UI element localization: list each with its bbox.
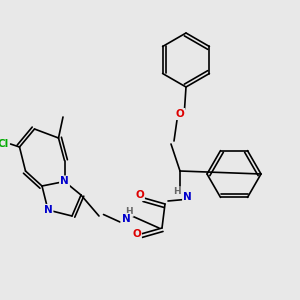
Text: O: O — [135, 190, 144, 200]
Text: H: H — [125, 207, 133, 216]
Text: Cl: Cl — [0, 139, 9, 149]
Text: N: N — [44, 205, 52, 215]
Text: H: H — [173, 188, 181, 196]
Text: O: O — [132, 229, 141, 239]
Text: O: O — [176, 109, 184, 119]
Text: N: N — [183, 191, 192, 202]
Text: N: N — [122, 214, 130, 224]
Text: N: N — [60, 176, 69, 187]
